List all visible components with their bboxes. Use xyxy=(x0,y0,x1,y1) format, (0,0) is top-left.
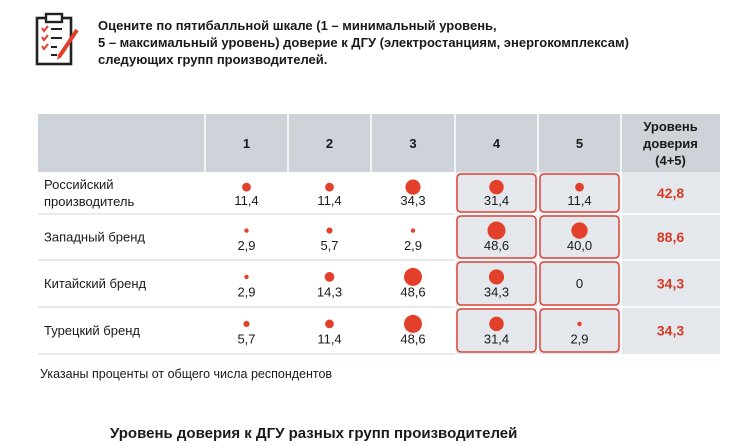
bubble xyxy=(405,179,421,195)
trust-header-line-3: (4+5) xyxy=(655,153,686,168)
cell-value: 2,9 xyxy=(237,285,255,300)
highlight-box xyxy=(539,261,620,306)
column-header-2: 2 xyxy=(326,136,333,151)
cell-value: 5,7 xyxy=(320,238,338,253)
highlight-box xyxy=(456,308,537,353)
bubble xyxy=(244,228,249,233)
bubble xyxy=(325,319,334,329)
bubble xyxy=(577,321,582,327)
cell-value: 48,6 xyxy=(484,238,509,253)
column-header-5: 5 xyxy=(576,136,583,151)
cell-value: 11,4 xyxy=(317,332,341,347)
highlight-box xyxy=(539,215,620,259)
bubble xyxy=(244,274,249,280)
highlight-box xyxy=(539,173,620,213)
bubble xyxy=(243,320,250,328)
highlight-box xyxy=(456,173,537,213)
cell-value: 34,3 xyxy=(400,193,425,208)
results-table: 1 2 3 4 5 Уровень доверия (4+5) Российский произв… xyxy=(38,114,720,355)
cell-value: 5,7 xyxy=(237,332,255,347)
cell-value: 34,3 xyxy=(484,285,509,300)
bubble xyxy=(326,227,333,234)
bubble xyxy=(410,228,416,233)
highlight-box xyxy=(456,261,537,306)
row-label: производитель xyxy=(44,194,134,209)
footnote: Указаны проценты от общего числа респонд… xyxy=(40,367,333,381)
question-line-3: следующих групп производителей. xyxy=(98,52,328,67)
row-label: Турецкий бренд xyxy=(44,323,140,338)
bubble xyxy=(489,179,504,195)
cell-value: 2,9 xyxy=(237,238,255,253)
section-title: Уровень доверия к ДГУ разных групп произ… xyxy=(110,425,518,442)
cell-value: 11,4 xyxy=(317,193,341,208)
trust-value: 88,6 xyxy=(657,229,684,245)
bubble xyxy=(487,221,506,240)
column-header-1: 1 xyxy=(243,136,250,151)
row-label: Российский xyxy=(44,177,114,192)
survey-clipboard-icon xyxy=(35,12,79,66)
bubble xyxy=(404,267,422,286)
bubble xyxy=(325,182,334,192)
question-line-1: Оцените по пятибалльной шкале (1 – миним… xyxy=(98,18,497,33)
column-header-3: 3 xyxy=(409,136,416,151)
trust-header-line-2: доверия xyxy=(643,136,698,151)
trust-value: 34,3 xyxy=(657,323,684,339)
bubble xyxy=(324,272,335,282)
cell-value: 11,4 xyxy=(234,193,258,208)
survey-question: Оцените по пятибалльной шкале (1 – миним… xyxy=(98,17,718,68)
cell-value: 48,6 xyxy=(400,332,425,347)
trust-value: 34,3 xyxy=(657,276,684,292)
cell-value: 2,9 xyxy=(570,332,588,347)
column-header-4: 4 xyxy=(493,136,501,151)
cell-value: 31,4 xyxy=(484,193,509,208)
trust-value: 42,8 xyxy=(657,185,684,201)
cell-value: 31,4 xyxy=(484,332,509,347)
trust-header-line-1: Уровень xyxy=(643,119,697,134)
highlight-box xyxy=(539,308,620,353)
bubble xyxy=(571,222,588,239)
row-label: Западный бренд xyxy=(44,230,145,245)
highlight-box xyxy=(456,215,537,259)
table-header-bg xyxy=(38,114,720,172)
cell-value: 48,6 xyxy=(400,285,425,300)
bubble xyxy=(488,269,505,285)
cell-value: 2,9 xyxy=(404,238,422,253)
cell-value: 0 xyxy=(576,276,583,291)
question-line-2: 5 – максимальный уровень) доверие к ДГУ … xyxy=(98,35,629,50)
cell-value: 14,3 xyxy=(317,285,342,300)
bubble xyxy=(489,316,504,332)
bubble xyxy=(575,182,584,192)
row-label: Китайский бренд xyxy=(44,276,147,291)
bubble xyxy=(404,314,422,333)
cell-value: 40,0 xyxy=(567,238,592,253)
bubble xyxy=(242,182,251,192)
cell-value: 11,4 xyxy=(567,193,591,208)
